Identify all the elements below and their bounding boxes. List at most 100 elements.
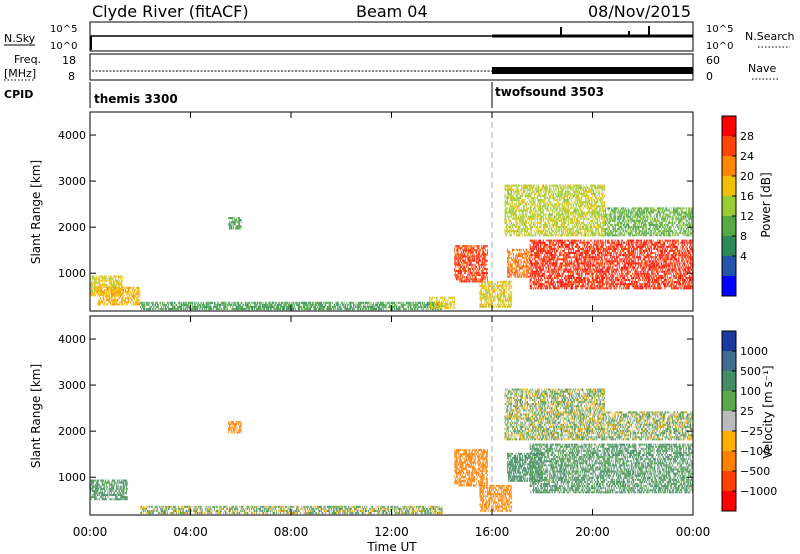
data-cell	[613, 274, 615, 277]
data-cell	[136, 288, 138, 291]
data-cell	[594, 270, 596, 273]
data-cell	[615, 276, 616, 279]
data-cell	[383, 305, 385, 308]
data-cell	[229, 303, 231, 306]
data-cell	[470, 278, 472, 281]
data-cell	[335, 301, 337, 304]
data-cell	[622, 276, 624, 279]
data-cell	[622, 241, 624, 244]
data-cell	[539, 270, 541, 273]
data-cell	[514, 273, 516, 276]
data-cell	[218, 303, 219, 306]
data-cell	[399, 308, 401, 311]
data-cell	[586, 249, 588, 253]
data-cell	[129, 286, 131, 289]
data-cell	[584, 287, 586, 290]
data-cell	[320, 301, 322, 304]
data-cell	[595, 258, 597, 261]
data-cell	[635, 249, 637, 253]
data-cell	[90, 281, 92, 284]
data-cell	[436, 307, 438, 310]
data-cell	[515, 275, 517, 278]
data-cell	[440, 305, 442, 308]
data-cell	[107, 288, 109, 291]
data-cell	[102, 283, 104, 286]
data-cell	[601, 241, 603, 244]
data-cell	[568, 245, 570, 248]
data-cell	[631, 283, 632, 286]
data-cell	[524, 265, 526, 268]
data-cell	[635, 281, 637, 284]
data-cell	[627, 283, 629, 286]
data-cell	[616, 272, 618, 275]
data-cell	[338, 305, 340, 308]
data-cell	[583, 249, 585, 253]
data-cell	[111, 288, 113, 291]
data-cell	[560, 247, 562, 250]
data-cell	[558, 245, 559, 248]
data-cell	[442, 302, 444, 306]
data-cell	[559, 278, 561, 282]
data-cell	[231, 227, 233, 230]
data-cell	[601, 285, 603, 288]
data-cell	[575, 258, 577, 261]
data-cell	[99, 286, 101, 289]
data-cell	[580, 252, 582, 255]
data-cell	[591, 285, 593, 288]
data-cell	[419, 301, 420, 304]
data-cell	[371, 305, 373, 308]
data-cell	[379, 303, 381, 306]
data-cell	[458, 276, 460, 279]
data-cell	[301, 301, 302, 304]
data-cell	[542, 283, 544, 286]
data-cell	[623, 274, 625, 277]
data-cell	[535, 278, 537, 282]
data-cell	[115, 279, 117, 282]
data-cell	[451, 296, 453, 299]
data-cell	[551, 278, 553, 282]
data-cell	[599, 268, 601, 271]
data-cell	[94, 287, 96, 291]
data-cell	[440, 302, 441, 306]
data-cell	[505, 289, 507, 292]
data-cell	[576, 264, 578, 267]
data-cell	[485, 289, 487, 292]
data-cell	[278, 305, 280, 308]
data-cell	[559, 278, 560, 282]
data-cell	[236, 227, 238, 230]
data-cell	[611, 274, 613, 277]
data-cell	[518, 259, 520, 262]
data-cell	[100, 275, 102, 278]
data-cell	[489, 293, 491, 296]
data-cell	[280, 301, 282, 304]
data-cell	[583, 256, 585, 259]
data-cell	[539, 283, 541, 286]
data-cell	[625, 245, 626, 248]
data-cell	[554, 283, 556, 286]
data-cell	[565, 260, 567, 263]
data-cell	[621, 258, 623, 261]
data-cell	[591, 274, 593, 277]
data-cell	[589, 254, 590, 257]
data-cell	[242, 303, 244, 306]
data-cell	[486, 303, 487, 306]
data-cell	[600, 283, 601, 286]
data-cell	[311, 305, 312, 308]
data-cell	[589, 245, 591, 248]
data-cell	[457, 251, 459, 254]
data-cell	[573, 249, 575, 253]
data-cell	[528, 265, 529, 268]
data-cell	[411, 308, 413, 311]
data-cell	[514, 271, 516, 274]
data-cell	[534, 281, 536, 284]
data-cell	[532, 245, 534, 248]
data-cell	[115, 297, 116, 300]
data-cell	[580, 276, 582, 279]
data-cell	[557, 287, 559, 290]
data-cell	[454, 302, 456, 306]
data-cell	[487, 301, 489, 304]
data-cell	[620, 266, 622, 269]
data-cell	[532, 249, 534, 253]
data-cell	[97, 294, 99, 297]
data-cell	[415, 303, 417, 306]
